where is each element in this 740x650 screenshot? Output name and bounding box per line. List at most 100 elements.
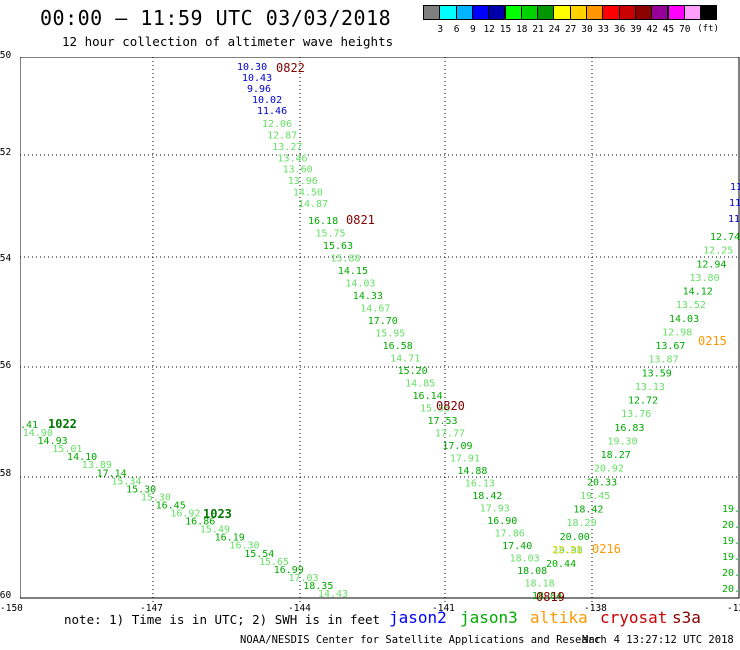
- scale-label: 42: [646, 24, 658, 35]
- pass-time-0822: 0822: [276, 61, 305, 75]
- scale-label: 30: [581, 24, 593, 35]
- swh-value: 14.71: [390, 354, 420, 365]
- swh-value: 14.67: [360, 304, 390, 315]
- swh-value: 17.09: [442, 441, 472, 452]
- swh-value: 16.92: [170, 509, 200, 520]
- scale-swatch: [423, 5, 441, 20]
- swh-value: 13.76: [621, 409, 651, 420]
- scale-label: 70: [679, 24, 691, 35]
- swh-value: 10.30: [237, 62, 267, 73]
- scale-label: 33: [597, 24, 610, 35]
- swh-value: 13.80: [690, 273, 720, 284]
- scale-label: 36: [613, 24, 626, 35]
- scale-swatch: [569, 5, 587, 20]
- longitude-label: -150: [0, 603, 23, 614]
- pass-time-0820: 0820: [436, 399, 465, 413]
- swh-value: 19.: [722, 536, 740, 547]
- swh-value: 17.93: [480, 504, 510, 515]
- swh-value: 18.29: [567, 518, 597, 529]
- swh-value: 10.02: [252, 95, 282, 106]
- longitude-label: -138: [584, 603, 607, 614]
- swh-value: 15.30: [141, 492, 171, 503]
- scale-label: 45: [662, 24, 675, 35]
- swh-value: 15.20: [398, 366, 428, 377]
- scale-swatch: [683, 5, 702, 20]
- scale-label: 27: [564, 24, 577, 35]
- swh-value: 14.88: [457, 466, 487, 477]
- scale-swatch: [700, 5, 718, 20]
- swh-value: 19.30: [608, 436, 638, 447]
- swh-value: 15.88: [330, 254, 360, 265]
- swh-value-yellow: 22.21: [552, 545, 582, 556]
- swh-value: 18.03: [510, 554, 540, 565]
- pass-time-0216: 0216: [592, 542, 621, 556]
- swh-value: 20.9: [722, 568, 740, 579]
- swh-value: 14.50: [293, 188, 323, 199]
- pass-time-1022: 1022: [48, 417, 77, 431]
- latitude-label: -60: [0, 590, 12, 601]
- swh-value: 9.96: [247, 84, 271, 95]
- swh-value: 15.55: [420, 404, 450, 415]
- map-plot-area: 10.30 10.43 9.96 10.02 11.46 12.06 12.87 13.27 1…: [8, 56, 740, 611]
- satellite-label-jason2: jason2: [389, 608, 447, 627]
- swh-value: 10.43: [242, 73, 272, 84]
- scale-label: 12: [483, 24, 495, 35]
- map-title: 00:00 – 11:59 UTC 03/03/2018: [40, 6, 392, 30]
- swh-value: 12.25: [703, 246, 733, 257]
- swh-value: 16.30: [229, 541, 259, 552]
- pass-time-1023: 1023: [203, 507, 232, 521]
- swh-value: 11.5: [729, 198, 740, 209]
- swh-value: 17.77: [435, 429, 465, 440]
- satellite-label-s3a: s3a: [672, 608, 701, 627]
- swh-value: 12.72: [628, 396, 658, 407]
- swh-value: 20.00: [560, 532, 590, 543]
- swh-value: 17.14: [97, 468, 127, 479]
- swh-value: 16.86: [185, 517, 215, 528]
- scale-swatch: [537, 5, 555, 20]
- swh-value: 16.14: [413, 391, 443, 402]
- scale-swatch: [488, 5, 506, 20]
- swh-value: 15.34: [111, 476, 141, 487]
- swh-value: 16.18: [308, 216, 338, 227]
- swh-value: 15.75: [315, 229, 345, 240]
- swh-value: 14.15: [338, 266, 368, 277]
- scale-unit: (ft): [697, 24, 719, 34]
- scale-label: 18: [516, 24, 528, 35]
- longitude-label: -147: [140, 603, 163, 614]
- scale-swatch: [471, 5, 490, 20]
- swh-value: 13.89: [82, 460, 112, 471]
- scale-label: 21: [532, 24, 544, 35]
- credit-text: NOAA/NESDIS Center for Satellite Applica…: [240, 634, 607, 646]
- swh-value: 12.87: [267, 130, 297, 141]
- longitude-label: -144: [288, 603, 311, 614]
- swh-value: 18.35: [303, 581, 333, 592]
- swh-value: 17.86: [495, 529, 525, 540]
- scale-swatch: [586, 5, 604, 20]
- swh-value: 13.87: [649, 355, 679, 366]
- swh-value: 15.01: [52, 444, 82, 455]
- swh-value: 15.63: [323, 241, 353, 252]
- swh-value: 16.45: [156, 500, 186, 511]
- pass-time-0215: 0215: [698, 334, 727, 348]
- swh-value: 16.13: [465, 479, 495, 490]
- swh-value: 13.13: [635, 382, 665, 393]
- swh-value: 14.12: [683, 287, 713, 298]
- swh-value: 14.90: [23, 428, 53, 439]
- swh-value: 17.91: [450, 454, 480, 465]
- swh-value: 13.46: [277, 153, 307, 164]
- latitude-label: -52: [0, 147, 12, 158]
- swh-value: 18.84: [532, 591, 562, 602]
- swh-value: 13.60: [283, 165, 313, 176]
- swh-value: 12.94: [696, 259, 726, 270]
- map-subtitle: 12 hour collection of altimeter wave hei…: [62, 34, 394, 49]
- scale-label: 3: [437, 24, 444, 35]
- swh-value: 13.52: [676, 300, 706, 311]
- scale-swatch: [504, 5, 522, 20]
- swh-value: 11.46: [257, 106, 287, 117]
- swh-value: 19.45: [580, 491, 610, 502]
- swh-value: 14.03: [669, 314, 699, 325]
- plot-frame: [19, 56, 740, 599]
- pass-time-0821: 0821: [346, 213, 375, 227]
- scale-label: 39: [630, 24, 642, 35]
- swh-value: 11.5: [728, 214, 740, 225]
